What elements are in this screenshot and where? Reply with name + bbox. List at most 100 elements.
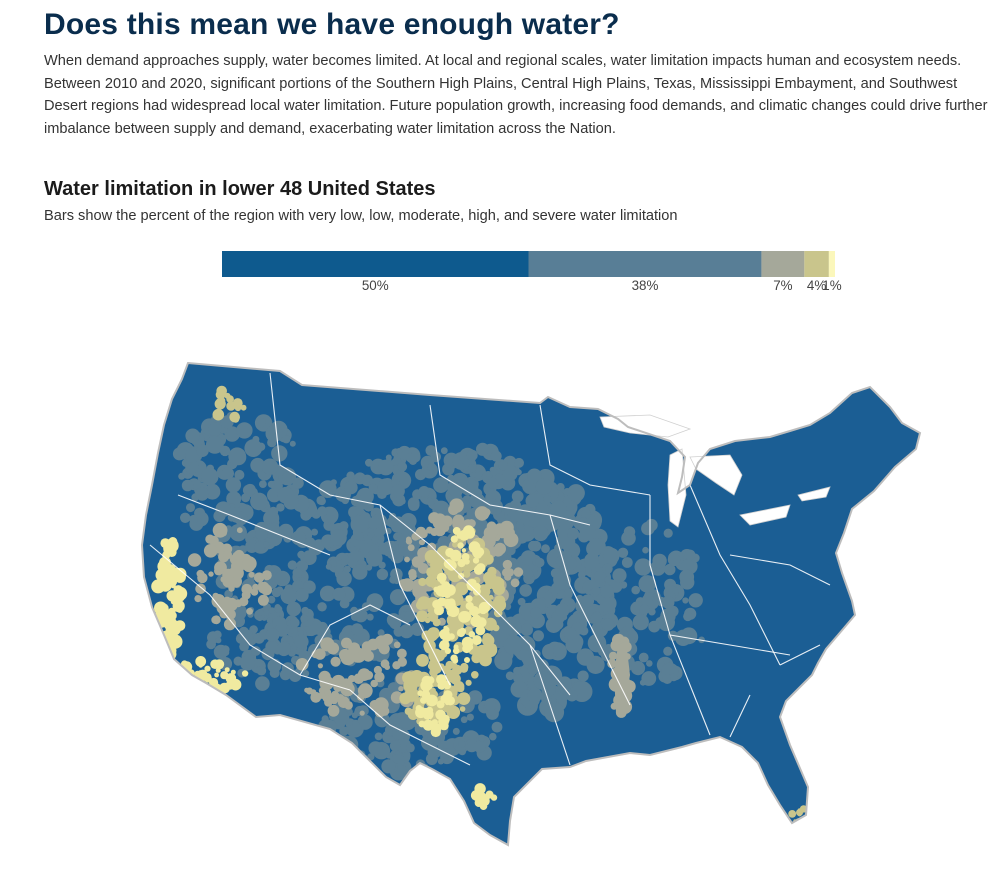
map-cell-low [648, 620, 661, 633]
map-cell-low [661, 596, 675, 609]
map-cell-moderate [261, 584, 272, 596]
map-cell-moderate [248, 571, 255, 578]
page-title: Does this mean we have enough water? [44, 8, 620, 41]
map-cell-low [576, 612, 585, 620]
map-cell-low [339, 746, 354, 761]
map-cell-high [475, 644, 490, 659]
map-svg [141, 362, 921, 846]
map-cell-low [180, 512, 191, 523]
map-cell-low [499, 619, 516, 635]
great-lake-1 [667, 448, 687, 528]
map-cell-high [229, 411, 240, 423]
map-cell-severe [473, 549, 483, 559]
map-cell-severe [445, 598, 451, 604]
map-cell-severe [490, 794, 498, 801]
map-zone-severe-17 [470, 783, 498, 810]
map-cell-severe [173, 586, 188, 601]
map-cell-low [318, 480, 337, 498]
map-cell-high [788, 810, 797, 818]
map-cell-low [325, 563, 332, 570]
map-cell-low [663, 658, 670, 665]
map-cell-moderate [228, 585, 235, 592]
map-cell-low [344, 481, 358, 495]
map-cell-low [268, 607, 275, 614]
map-cell-low [664, 563, 676, 576]
map-cell-moderate [513, 567, 524, 577]
map-cell-low [282, 472, 292, 482]
map-cell-moderate [397, 648, 407, 659]
map-cell-low [224, 589, 233, 599]
map-cell-low [688, 593, 703, 608]
map-cell-low [389, 589, 406, 606]
region-boundary-10 [729, 554, 831, 586]
map-cell-moderate [405, 538, 413, 545]
map-cell-low [371, 536, 379, 544]
map-cell-low [466, 713, 474, 721]
map-cell-severe [444, 584, 456, 596]
map-cell-moderate [326, 642, 340, 655]
map-cell-low [631, 585, 640, 595]
map-cell-low [408, 499, 420, 511]
map-cell-low [236, 422, 253, 439]
map-cell-severe [475, 783, 483, 791]
map-cell-low [527, 663, 539, 675]
map-cell-high [471, 671, 479, 679]
map-cell-severe [436, 712, 442, 718]
map-cell-low [473, 495, 487, 510]
map-cell-severe [437, 681, 446, 690]
map-cell-low [255, 676, 270, 691]
map-cell-high [430, 558, 444, 572]
region-boundary-14 [729, 694, 751, 738]
map-cell-low [292, 477, 304, 489]
map-cell-low [226, 491, 242, 507]
map-cell-moderate [261, 570, 272, 581]
map-cell-severe [224, 667, 230, 673]
map-cell-moderate [203, 544, 218, 558]
map-cell-low [350, 606, 359, 615]
map-cell-severe [435, 585, 447, 597]
map-cell-low [662, 674, 673, 684]
map-cell-high [488, 594, 494, 600]
map-cell-low [520, 638, 534, 651]
map-cell-high [216, 385, 227, 397]
map-cell-low [513, 666, 522, 676]
map-cell-low [377, 459, 394, 476]
map-cell-moderate [194, 595, 202, 603]
map-cell-low [274, 570, 291, 587]
map-cell-low [215, 501, 232, 517]
map-cell-low [294, 634, 309, 649]
map-cell-low [683, 611, 693, 622]
map-cell-moderate [367, 638, 380, 651]
map-cell-moderate [195, 583, 206, 595]
intro-paragraph: When demand approaches supply, water bec… [44, 53, 988, 137]
map-cell-low [265, 628, 280, 642]
map-cell-moderate [510, 578, 520, 588]
map-cell-low [290, 618, 300, 628]
map-cell-high [402, 671, 416, 685]
map-cell-low [286, 601, 301, 617]
map-cell-severe [170, 590, 178, 597]
map-cell-moderate [380, 659, 390, 669]
map-cell-high [446, 705, 461, 719]
map-cell-low [490, 450, 502, 462]
map-cell-severe [458, 611, 470, 623]
map-cell-severe [452, 527, 461, 535]
map-cell-low [527, 468, 542, 484]
map-cell-low [466, 449, 478, 461]
map-cell-low [240, 655, 256, 671]
bar-label-low: 38% [631, 278, 659, 293]
map-cell-low [338, 489, 346, 497]
bar-label-very-low: 50% [361, 278, 389, 293]
map-cell-low [682, 597, 689, 604]
map-cell-low [343, 565, 351, 573]
map-cell-low [250, 492, 268, 511]
map-cell-low [229, 524, 247, 542]
map-cell-low [196, 444, 209, 457]
map-cell-severe [228, 679, 237, 687]
map-cell-low [492, 505, 502, 515]
map-cell-low [256, 615, 263, 622]
map-cell-moderate [452, 514, 465, 527]
map-cell-moderate [430, 528, 439, 536]
map-cell-low [301, 606, 310, 615]
map-cell-low [339, 726, 349, 736]
